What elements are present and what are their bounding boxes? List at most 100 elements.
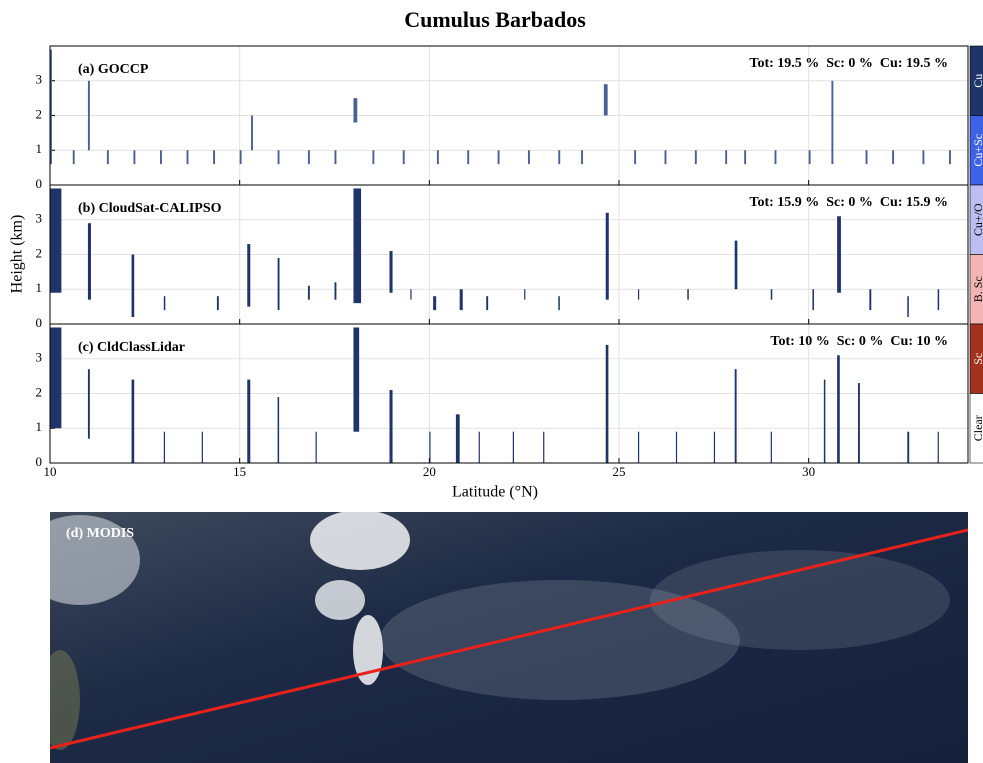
cloud-column (251, 115, 253, 151)
cloud-column (87, 80, 90, 151)
cloud-column (770, 289, 773, 300)
cloud-column (907, 296, 909, 318)
cloud-column (72, 150, 75, 165)
colorbar-label: Cu (971, 74, 983, 88)
satellite-track (50, 528, 968, 750)
cloud-column (131, 254, 135, 318)
cloud-column (50, 49, 52, 165)
x-tick-label: 25 (613, 464, 626, 479)
cloud-column (831, 80, 834, 165)
cloud-column (558, 296, 560, 311)
cloud-column (581, 150, 583, 165)
cloud-column (605, 212, 609, 300)
cloud-column (389, 251, 393, 293)
cloud-column (87, 369, 90, 439)
cloud-column (512, 431, 514, 463)
cloud (50, 515, 140, 605)
cloud-column (664, 150, 667, 165)
cloud-column (277, 257, 280, 311)
y-tick-label: 0 (36, 454, 43, 469)
panel-stats: Tot: 15.9 % Sc: 0 % Cu: 15.9 % (749, 195, 948, 210)
cloud-column (637, 431, 640, 463)
cloud-column (543, 431, 545, 463)
cloud-column (937, 289, 940, 311)
cloud-column (527, 150, 530, 165)
cloud-column (247, 379, 251, 463)
cloud-column (353, 98, 358, 123)
y-tick-label: 0 (36, 176, 43, 191)
cloud-column (334, 282, 337, 300)
cloud (353, 615, 383, 685)
cloud-column (634, 150, 637, 165)
panel-label: (a) GOCCP (78, 62, 149, 77)
modis-image (50, 512, 968, 763)
cloud-column (734, 369, 737, 463)
cloud-column (892, 150, 895, 165)
cloud-column (277, 150, 280, 165)
colorbar-label: B. Sc (971, 276, 983, 302)
cloud-column (389, 390, 393, 463)
colorbar-label: Cu+/O (971, 203, 983, 236)
y-tick-label: 1 (36, 280, 43, 295)
cloud-column (637, 289, 640, 300)
y-tick-label: 1 (36, 141, 43, 156)
colorbar-label: Cu+Sc (971, 134, 983, 167)
colorbar-segment (969, 393, 983, 464)
cloud-column (307, 150, 310, 165)
y-tick-label: 3 (36, 211, 43, 226)
cloud-column (713, 431, 716, 463)
cloud-column (247, 244, 251, 307)
panel-label: (b) CloudSat-CALIPSO (78, 201, 222, 216)
colorbar-label: Sc (971, 353, 983, 365)
cloud-column (131, 379, 135, 463)
cloud-column (429, 431, 431, 463)
x-axis-label: Latitude (°N) (452, 484, 538, 501)
panel-label: (c) CldClassLidar (78, 340, 185, 355)
cloud (315, 580, 365, 620)
cloud-column (774, 150, 777, 165)
cloud-column (163, 296, 166, 311)
cloud-column (106, 150, 109, 165)
cloud-column (334, 150, 337, 165)
y-tick-label: 2 (36, 245, 43, 260)
title: Cumulus Barbados (404, 7, 586, 32)
cloud-column (478, 431, 480, 463)
y-tick-label: 3 (36, 350, 43, 365)
cloud-column (675, 431, 678, 463)
y-tick-label: 0 (36, 315, 43, 330)
cloud-column (734, 240, 738, 290)
cloud-column (402, 150, 405, 165)
cloud (380, 580, 740, 700)
cloud-column (486, 296, 489, 311)
y-tick-label: 3 (36, 72, 43, 87)
cloud-column (372, 150, 375, 165)
cloud-column (949, 150, 951, 165)
cloud-column (837, 355, 840, 463)
panel-label: (d) MODIS (66, 526, 134, 541)
cloud-column (353, 188, 362, 304)
cloud-column (694, 150, 697, 165)
cloud-column (812, 289, 814, 311)
cloud-column (459, 289, 463, 311)
cloud-column (163, 431, 166, 463)
cloud-column (353, 327, 360, 432)
cloud-column (239, 150, 242, 165)
cloud-column (687, 289, 689, 300)
cloud-column (436, 150, 439, 165)
cloud (650, 550, 950, 650)
cloud-column (201, 431, 203, 463)
cloud-column (865, 150, 868, 165)
cloud-column (455, 414, 460, 463)
cloud-column (725, 150, 728, 165)
cloud-column (524, 289, 526, 300)
cloud-column (433, 296, 437, 311)
cloud-column (307, 285, 310, 300)
x-tick-label: 20 (423, 464, 436, 479)
cloud-column (857, 383, 860, 463)
cloud-column (186, 150, 189, 165)
island (50, 650, 80, 750)
plot-frame (49, 323, 969, 464)
cloud-column (277, 396, 280, 463)
panel-stats: Tot: 19.5 % Sc: 0 % Cu: 19.5 % (749, 56, 948, 71)
